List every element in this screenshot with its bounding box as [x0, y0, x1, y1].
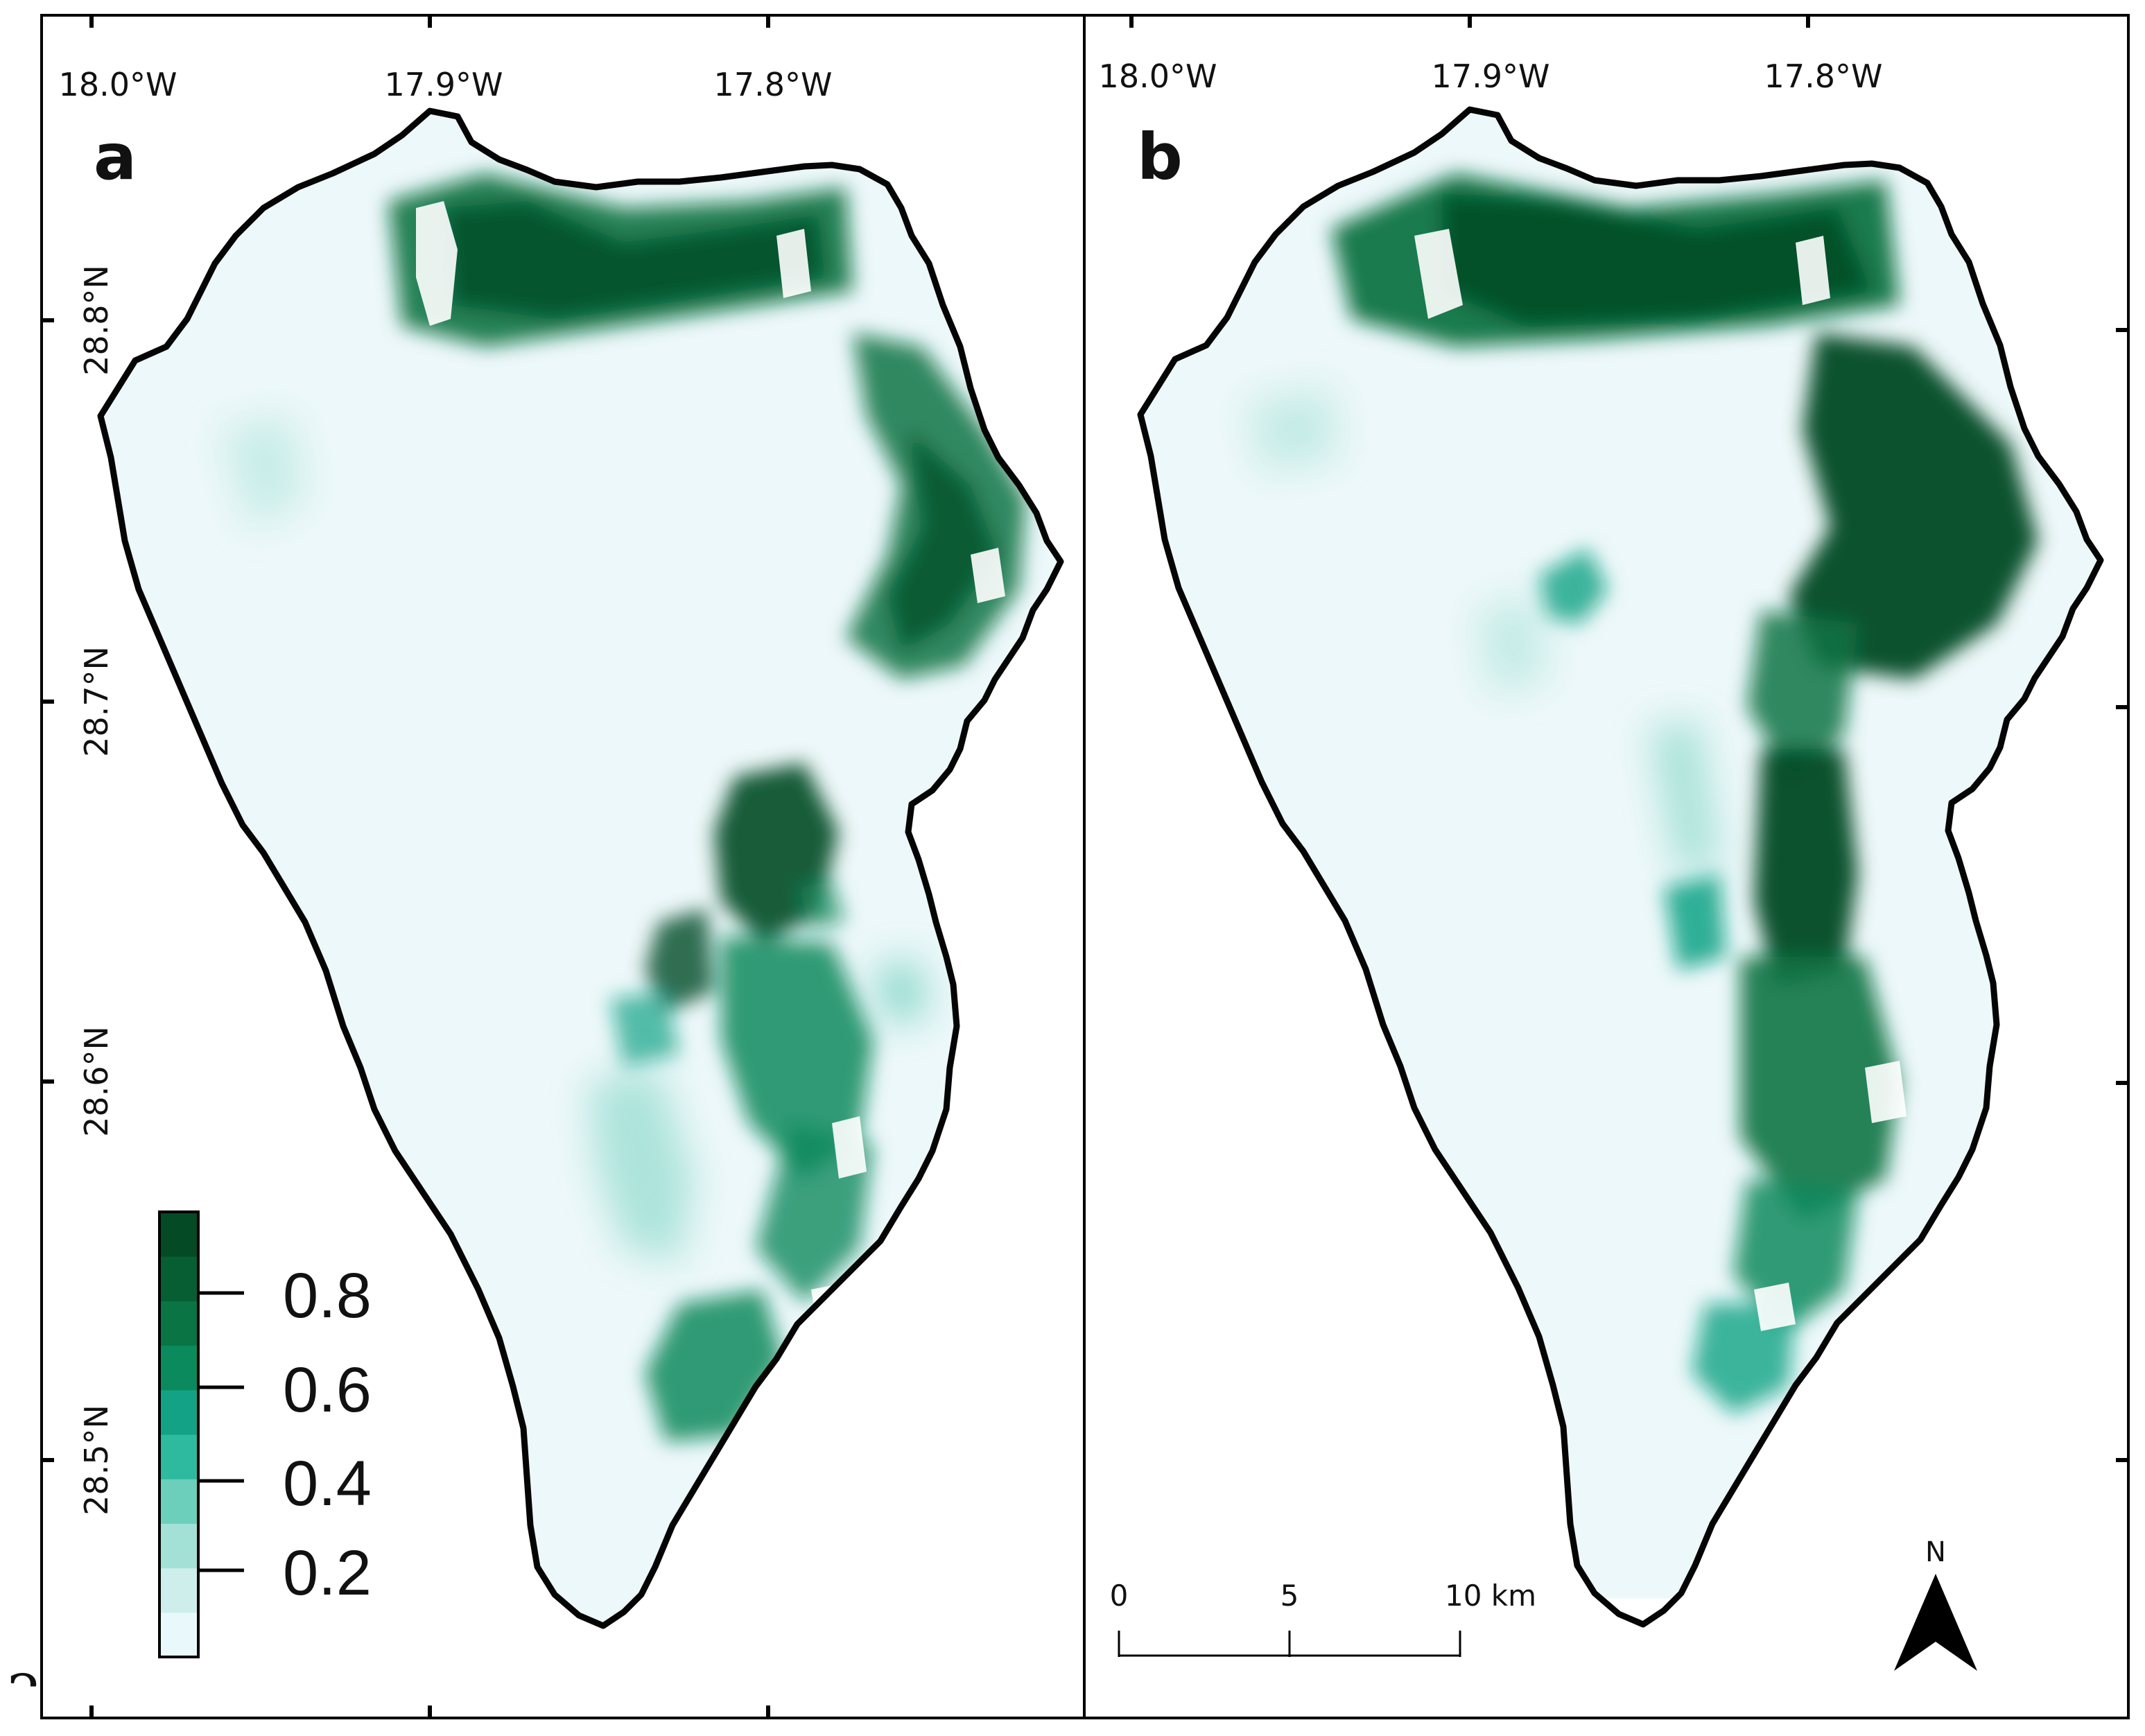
scale-bar-label-10: 10 km: [1445, 1579, 1536, 1613]
colorbar-swatch: [159, 1390, 198, 1435]
corner-glyph: 2: [7, 1663, 42, 1727]
panel-b-island-map: [1140, 110, 2101, 1624]
panel-a-island-map: [101, 111, 1061, 1626]
colorbar-swatch: [159, 1212, 198, 1257]
colorbar-swatch: [159, 1613, 198, 1658]
panel-a-lon-label-1: 18.0°W: [59, 66, 177, 103]
colorbar-swatch: [159, 1479, 198, 1524]
colorbar-swatch: [159, 1301, 198, 1346]
panel-a-lon-label-2: 17.9°W: [385, 66, 503, 103]
colorbar-swatch: [159, 1434, 198, 1479]
panel-a-lat-label-1: 28.8°N: [78, 265, 115, 376]
colorbar-label-3: 0.4: [283, 1448, 372, 1519]
panel-a-letter: a: [94, 120, 137, 194]
panel-b-lon-label-1: 18.0°W: [1099, 58, 1217, 95]
colorbar-swatch: [159, 1568, 198, 1613]
panel-b: 18.0°W 17.9°W 17.8°W: [1099, 15, 2128, 1718]
colorbar-swatches: [159, 1212, 198, 1658]
panel-a-lon-label-3: 17.8°W: [714, 66, 833, 103]
panel-b-letter: b: [1137, 120, 1183, 194]
scale-bar-label-0: 0: [1110, 1579, 1129, 1613]
panel-a: 18.0°W 17.9°W 17.8°W 28.8°N 28.7°N 28.6°…: [7, 15, 1061, 1727]
colorbar-legend: 0.8 0.6 0.4 0.2: [159, 1212, 372, 1658]
colorbar-label-2: 0.6: [283, 1355, 372, 1425]
colorbar-swatch: [159, 1256, 198, 1301]
scale-bar: 0 5 10 km: [1110, 1579, 1536, 1657]
colorbar-swatch: [159, 1346, 198, 1391]
panel-a-island-land: [101, 111, 1061, 1626]
panel-a-lat-label-4: 28.5°N: [78, 1405, 115, 1516]
north-arrow-right-half: [1936, 1574, 1977, 1671]
scale-bar-label-5: 5: [1280, 1579, 1299, 1613]
figure: 18.0°W 17.9°W 17.8°W 28.8°N 28.7°N 28.6°…: [0, 0, 2145, 1733]
colorbar-swatch: [159, 1523, 198, 1568]
north-arrow-label: N: [1925, 1536, 1946, 1568]
panel-b-lon-label-2: 17.9°W: [1432, 58, 1550, 95]
colorbar-label-4: 0.2: [283, 1538, 372, 1608]
north-arrow: N: [1894, 1536, 1977, 1671]
panel-a-lat-label-2: 28.7°N: [78, 646, 115, 757]
map-figure: 18.0°W 17.9°W 17.8°W 28.8°N 28.7°N 28.6°…: [0, 0, 2145, 1733]
north-arrow-left-half: [1894, 1574, 1936, 1671]
colorbar-label-1: 0.8: [283, 1260, 372, 1331]
panel-a-lat-label-3: 28.6°N: [78, 1026, 115, 1137]
panel-b-lon-label-3: 17.8°W: [1764, 58, 1883, 95]
